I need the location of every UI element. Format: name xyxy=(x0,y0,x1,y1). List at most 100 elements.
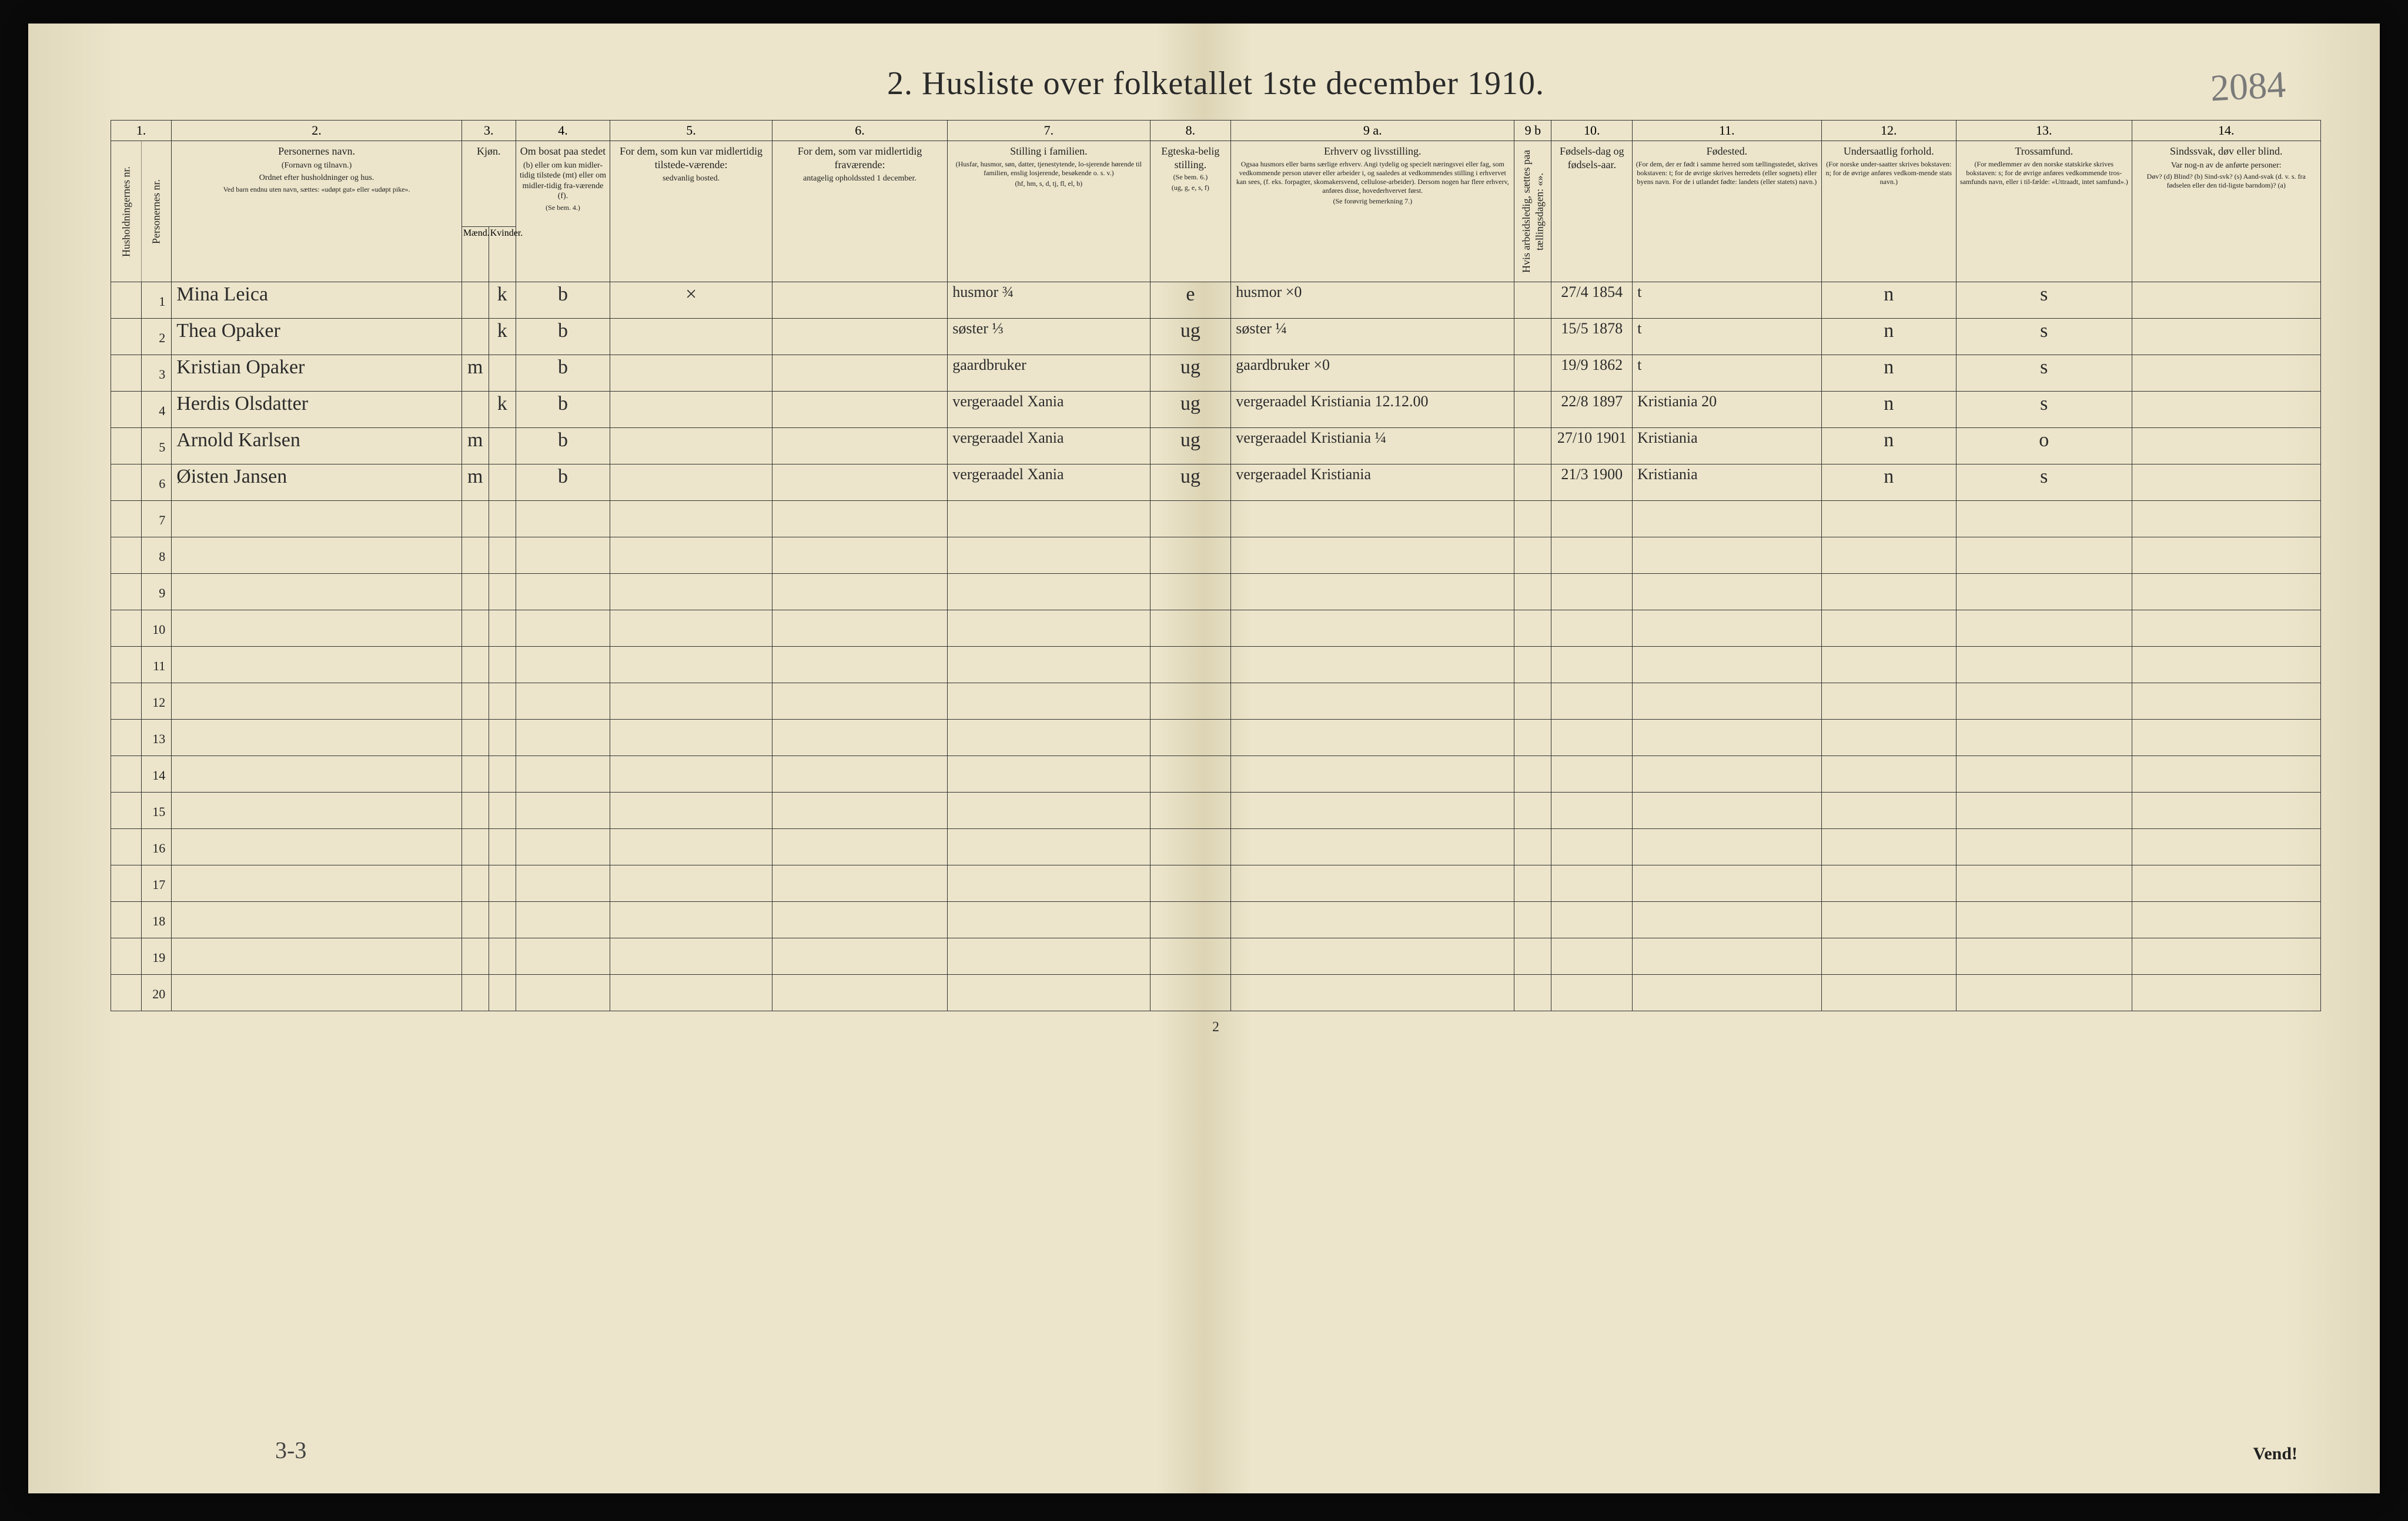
cell xyxy=(1821,537,1956,574)
cell xyxy=(1551,537,1633,574)
cell: s xyxy=(1956,464,2132,501)
cell: 15/5 1878 xyxy=(1551,319,1633,355)
cell xyxy=(2132,938,2321,975)
cell xyxy=(610,683,772,720)
table-row: 11 xyxy=(111,647,2321,683)
cell xyxy=(2132,282,2321,319)
table-row: 4Herdis Olsdatterkbvergeraadel Xaniaugve… xyxy=(111,392,2321,428)
cell: t xyxy=(1633,355,1821,392)
cell: 8 xyxy=(141,537,172,574)
cell xyxy=(461,392,489,428)
footer-printed-page-number: 2 xyxy=(111,1019,2321,1035)
table-row: 8 xyxy=(111,537,2321,574)
cell xyxy=(1150,865,1231,902)
cell xyxy=(489,938,516,975)
cell xyxy=(1514,428,1551,464)
cell xyxy=(1514,647,1551,683)
cell xyxy=(1821,793,1956,829)
cell xyxy=(172,720,462,756)
header-marital-title: Egteska-belig stilling. xyxy=(1161,145,1219,171)
header-occupation-body: Ogsaa husmors eller barns særlige erhver… xyxy=(1233,160,1511,195)
cell: e xyxy=(1150,282,1231,319)
table-row: 3Kristian Opakermbgaardbrukeruggaardbruk… xyxy=(111,355,2321,392)
cell: ug xyxy=(1150,428,1231,464)
cell xyxy=(111,464,142,501)
colnum-4: 4. xyxy=(516,121,610,141)
header-marital: Egteska-belig stilling. (Se bem. 6.) (ug… xyxy=(1150,141,1231,282)
cell xyxy=(1231,647,1514,683)
cell xyxy=(516,975,610,1011)
cell: b xyxy=(516,282,610,319)
cell: søster ⅓ xyxy=(948,319,1150,355)
cell xyxy=(111,355,142,392)
cell xyxy=(772,865,947,902)
cell xyxy=(489,902,516,938)
cell xyxy=(1821,683,1956,720)
cell: 1 xyxy=(141,282,172,319)
cell xyxy=(1150,756,1231,793)
cell xyxy=(1633,537,1821,574)
header-birthplace-body: (For dem, der er født i samme herred som… xyxy=(1635,160,1818,186)
cell xyxy=(1551,720,1633,756)
header-temp-absent-title: For dem, som var midlertidig fraværende: xyxy=(798,145,922,171)
cell xyxy=(516,610,610,647)
header-temp-present: For dem, som kun var midlertidig tilsted… xyxy=(610,141,772,282)
header-marital-note: (Se bem. 6.) xyxy=(1153,173,1229,182)
cell xyxy=(1231,902,1514,938)
cell xyxy=(461,319,489,355)
cell: vergeraadel Xania xyxy=(948,428,1150,464)
cell: 10 xyxy=(141,610,172,647)
cell xyxy=(461,574,489,610)
cell xyxy=(1551,647,1633,683)
cell xyxy=(1821,865,1956,902)
cell: 12 xyxy=(141,683,172,720)
colnum-10: 10. xyxy=(1551,121,1633,141)
table-row: 10 xyxy=(111,610,2321,647)
colnum-2: 2. xyxy=(172,121,462,141)
cell xyxy=(1821,829,1956,865)
cell xyxy=(1821,574,1956,610)
cell xyxy=(1514,501,1551,537)
cell: k xyxy=(489,319,516,355)
cell: Mina Leica xyxy=(172,282,462,319)
cell xyxy=(2132,464,2321,501)
cell: 4 xyxy=(141,392,172,428)
cell: 13 xyxy=(141,720,172,756)
cell xyxy=(111,282,142,319)
cell xyxy=(111,501,142,537)
table-row: 1Mina Leicakb×husmor ¾ehusmor ×027/4 185… xyxy=(111,282,2321,319)
header-disability: Sindssvak, døv eller blind. Var nog-n av… xyxy=(2132,141,2321,282)
cell: 19 xyxy=(141,938,172,975)
cell xyxy=(489,501,516,537)
cell xyxy=(2132,902,2321,938)
cell xyxy=(172,902,462,938)
cell xyxy=(516,647,610,683)
header-citizenship-body: (For norske under-saatter skrives boksta… xyxy=(1824,160,1954,186)
cell xyxy=(111,537,142,574)
cell xyxy=(772,464,947,501)
cell xyxy=(1514,756,1551,793)
cell xyxy=(610,938,772,975)
cell xyxy=(948,574,1150,610)
cell: 22/8 1897 xyxy=(1551,392,1633,428)
header-residence-note: (Se bem. 4.) xyxy=(519,203,608,212)
cell: søster ¼ xyxy=(1231,319,1514,355)
header-citizenship: Undersaatlig forhold. (For norske under-… xyxy=(1821,141,1956,282)
cell xyxy=(610,975,772,1011)
cell xyxy=(172,610,462,647)
cell xyxy=(489,355,516,392)
cell: b xyxy=(516,319,610,355)
cell xyxy=(948,829,1150,865)
cell xyxy=(1821,501,1956,537)
cell: 15 xyxy=(141,793,172,829)
header-sex: Kjøn. xyxy=(461,141,516,227)
cell xyxy=(1150,902,1231,938)
cell xyxy=(1150,975,1231,1011)
cell: Kristiania xyxy=(1633,464,1821,501)
cell xyxy=(1551,975,1633,1011)
header-disability-body: Var nog-n av de anførte personer: xyxy=(2135,161,2319,171)
cell xyxy=(948,938,1150,975)
cell: k xyxy=(489,282,516,319)
cell xyxy=(111,610,142,647)
colnum-9a: 9 a. xyxy=(1231,121,1514,141)
